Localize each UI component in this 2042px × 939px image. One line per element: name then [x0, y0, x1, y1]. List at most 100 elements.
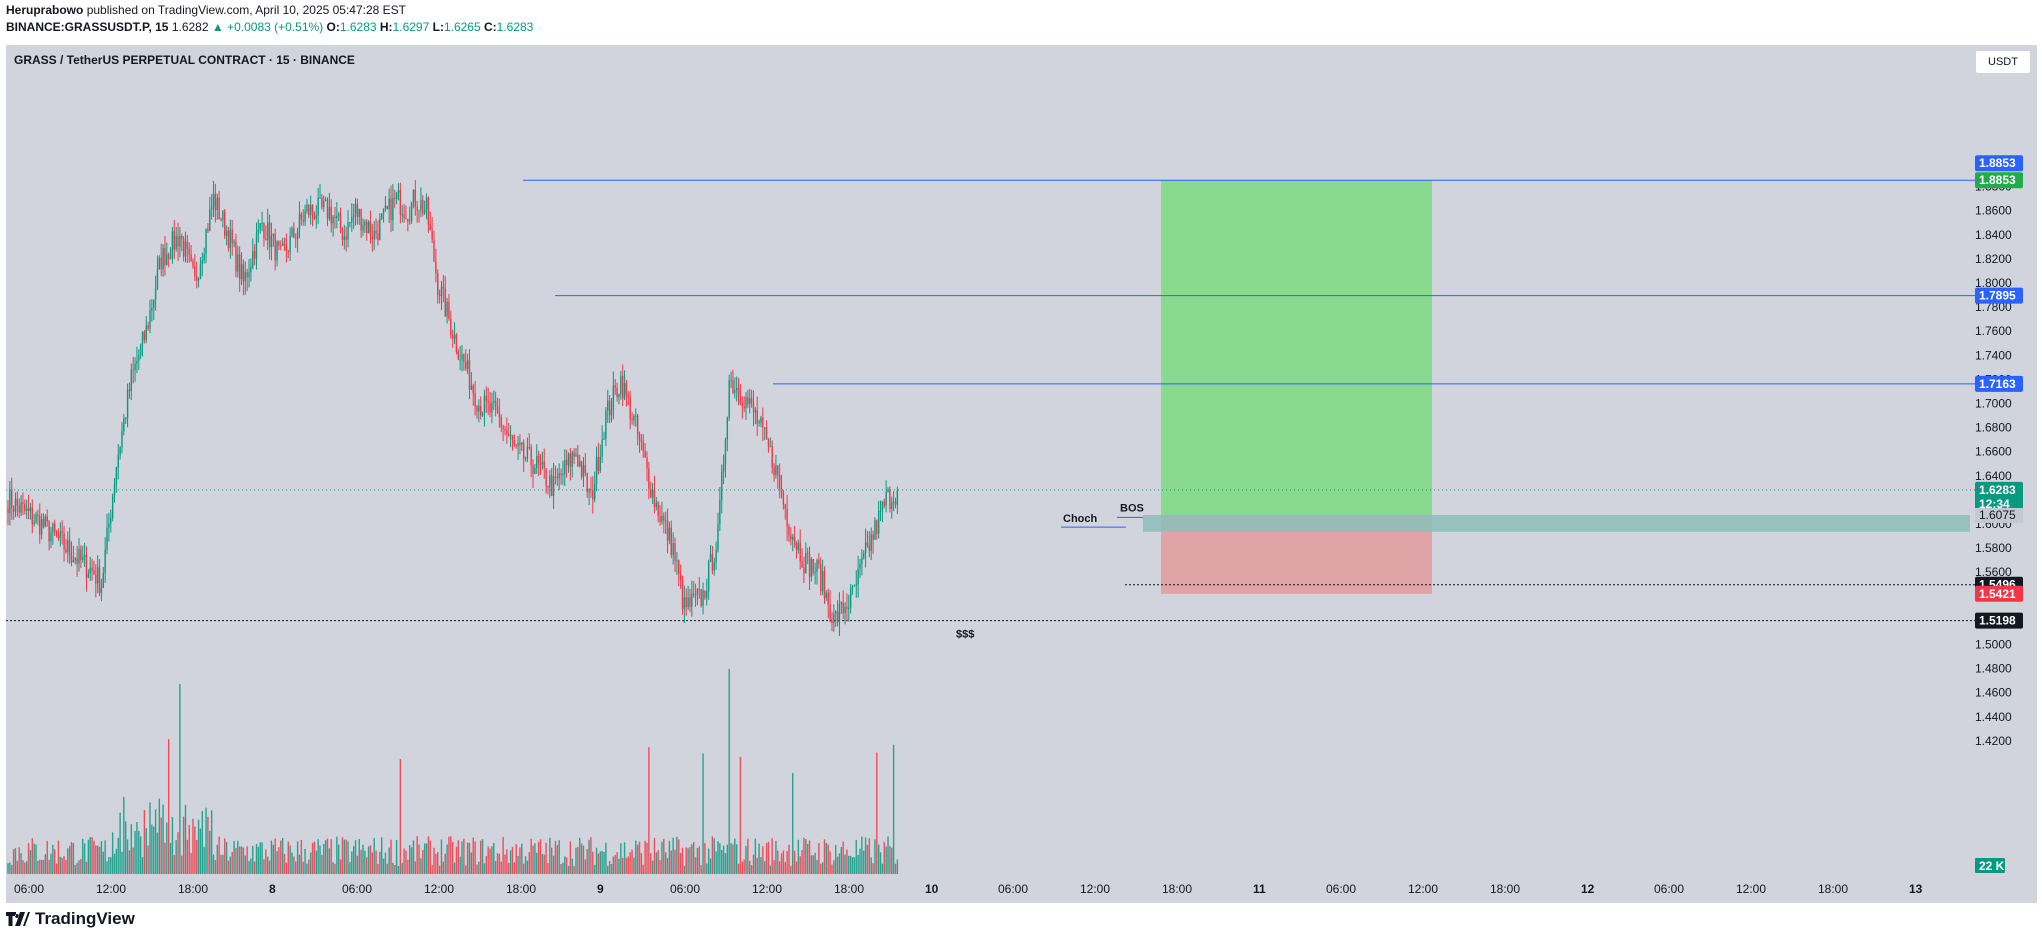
candle-body — [831, 620, 833, 624]
volume-bar — [711, 836, 714, 874]
candle-body — [274, 234, 276, 261]
candle-body — [655, 502, 658, 508]
volume-bar — [153, 826, 155, 874]
candle-body — [268, 222, 271, 247]
volume-bar — [851, 857, 854, 874]
candle-body — [635, 415, 637, 417]
candle-body — [547, 485, 549, 488]
candle-body — [121, 431, 123, 448]
candle-body — [27, 508, 30, 512]
volume-bar — [567, 865, 570, 874]
time-tick-label: 06:00 — [342, 882, 372, 896]
price-tick-label: 1.4200 — [1975, 734, 2012, 748]
candle-body — [536, 456, 538, 468]
open-value: 1.6283 — [339, 20, 377, 34]
volume-bar — [438, 865, 441, 874]
candle-body — [63, 533, 65, 550]
volume-bar — [231, 851, 233, 874]
candle-body — [349, 222, 351, 224]
volume-bar — [130, 824, 133, 874]
volume-bar — [679, 852, 682, 874]
candle-body — [24, 503, 26, 511]
volume-bar — [797, 839, 800, 874]
candle-body — [356, 203, 359, 217]
candle-body — [95, 574, 97, 584]
candle-body — [855, 584, 857, 586]
candle-body — [565, 459, 568, 466]
time-tick-label: 11 — [1253, 882, 1266, 896]
candle-body — [412, 189, 415, 202]
candle-body — [423, 209, 426, 214]
volume-bar — [683, 865, 686, 874]
candle-body — [70, 555, 73, 563]
candle-body — [586, 473, 588, 493]
volume-bar — [522, 863, 525, 874]
candle-body — [506, 430, 508, 434]
candle-body — [205, 229, 207, 255]
candle-body — [14, 499, 17, 512]
volume-bar — [887, 836, 889, 874]
price-axis[interactable]: 1.88001.86001.84001.82001.80001.78001.76… — [1975, 180, 2012, 873]
candle-body — [431, 230, 433, 240]
candle-body — [735, 387, 738, 391]
candle-body — [732, 379, 734, 393]
candle-body — [521, 442, 523, 445]
candle-body — [278, 241, 280, 246]
currency-button[interactable]: USDT — [1975, 50, 2031, 74]
time-tick-label: 18:00 — [1162, 882, 1192, 896]
candle-body — [683, 597, 686, 609]
candle-body — [250, 266, 252, 273]
candle-body — [153, 299, 155, 309]
volume-bar — [575, 847, 577, 874]
volume-bar — [210, 810, 213, 874]
volume-bar — [825, 842, 828, 874]
candle-body — [203, 254, 205, 261]
candle-body — [40, 519, 43, 535]
volume-bar — [444, 853, 446, 874]
time-tick-label: 8 — [269, 882, 276, 896]
volume-bar — [446, 844, 448, 874]
volume-bar — [39, 859, 41, 874]
candle-body — [397, 190, 400, 193]
volume-bar — [119, 812, 121, 874]
candle-body — [220, 219, 222, 221]
candle-body — [480, 405, 482, 416]
candle-body — [564, 459, 566, 475]
volume-bar — [326, 838, 329, 874]
candle-body — [287, 250, 289, 252]
price-tick-label: 1.8600 — [1975, 204, 2012, 218]
tradingview-logo[interactable]: TradingView — [6, 909, 135, 929]
volume-bar — [534, 843, 536, 874]
volume-bar — [760, 857, 762, 874]
volume-bar — [173, 855, 175, 874]
volume-bar — [328, 848, 331, 874]
volume-bar — [526, 860, 529, 874]
volume-bar — [351, 851, 353, 874]
volume-bar — [121, 851, 123, 874]
volume-bar — [780, 853, 783, 874]
candle-body — [569, 453, 572, 467]
candle-body — [375, 230, 377, 234]
candle-body — [848, 607, 850, 609]
volume-bar — [876, 752, 878, 874]
volume-bar — [584, 859, 587, 874]
candle-body — [317, 197, 319, 216]
candle-body — [698, 589, 701, 591]
chart-canvas[interactable]: GRASS / TetherUS PERPETUAL CONTRACT · 15… — [0, 0, 2042, 905]
candle-body — [805, 552, 807, 574]
volume-bar — [12, 849, 15, 874]
candle-body — [33, 521, 35, 525]
candle-body — [500, 417, 502, 427]
candle-body — [29, 507, 32, 512]
candle-body — [526, 446, 529, 459]
volume-bar — [332, 862, 334, 874]
volume-bar — [849, 855, 852, 874]
candle-body — [752, 403, 755, 413]
volume-bar — [466, 842, 469, 874]
time-axis[interactable]: 06:00 12:00 18:00 8 06:00 12:00 18:00 9 06:00 12:… — [14, 882, 1923, 896]
candle-body — [896, 490, 899, 505]
candle-body — [218, 197, 220, 220]
volume-bar — [539, 839, 542, 874]
volume-bar — [237, 840, 239, 874]
candle-body — [711, 554, 714, 571]
